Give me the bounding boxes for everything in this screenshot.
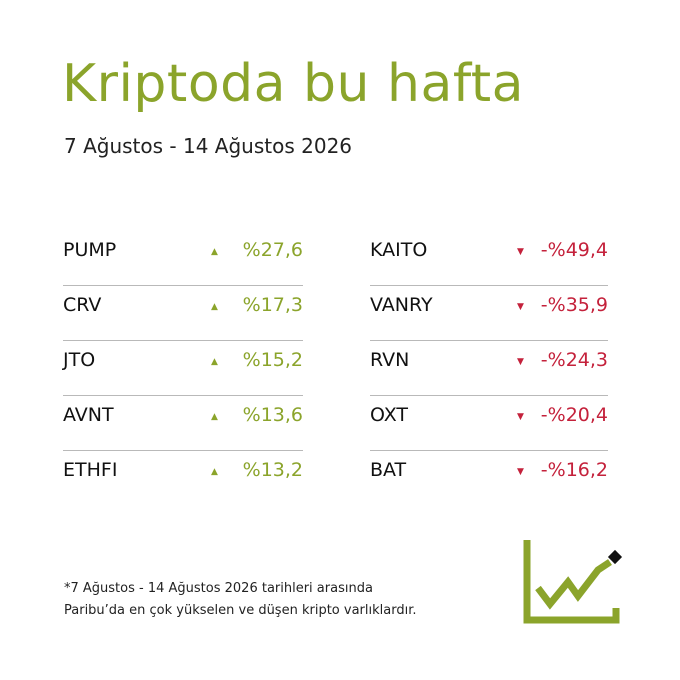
list-row: AVNT ▲ %13,6 bbox=[63, 396, 303, 451]
trend-arrow: ▲ bbox=[211, 412, 218, 422]
chart-icon bbox=[523, 540, 623, 624]
ticker: CRV bbox=[63, 294, 102, 316]
change: %15,2 bbox=[242, 349, 303, 371]
ticker: AVNT bbox=[63, 404, 114, 426]
change: %13,2 bbox=[242, 459, 303, 481]
subtitle: 7 Ağustos - 14 Ağustos 2026 bbox=[64, 134, 353, 158]
ticker: JTO bbox=[63, 349, 96, 371]
list-row: PUMP ▲ %27,6 bbox=[63, 231, 303, 286]
list-row: RVN ▼ -%24,3 bbox=[370, 341, 608, 396]
footnote: *7 Ağustos - 14 Ağustos 2026 tarihleri a… bbox=[64, 578, 416, 622]
change: -%20,4 bbox=[540, 404, 608, 426]
list-row: CRV ▲ %17,3 bbox=[63, 286, 303, 341]
title: Kriptoda bu hafta bbox=[62, 54, 525, 114]
trend-arrow: ▲ bbox=[211, 467, 218, 477]
change: -%16,2 bbox=[540, 459, 608, 481]
change: %13,6 bbox=[242, 404, 303, 426]
change: %17,3 bbox=[242, 294, 303, 316]
change: -%49,4 bbox=[540, 239, 608, 261]
ticker: RVN bbox=[370, 349, 410, 371]
trend-arrow: ▲ bbox=[211, 357, 218, 367]
list-row: ETHFI ▲ %13,2 bbox=[63, 451, 303, 506]
list-row: KAITO ▼ -%49,4 bbox=[370, 231, 608, 286]
change: %27,6 bbox=[242, 239, 303, 261]
change: -%24,3 bbox=[540, 349, 608, 371]
trend-arrow: ▼ bbox=[517, 467, 524, 477]
ticker: VANRY bbox=[370, 294, 433, 316]
trend-arrow: ▼ bbox=[517, 412, 524, 422]
footnote-line: *7 Ağustos - 14 Ağustos 2026 tarihleri a… bbox=[64, 581, 373, 596]
ticker: ETHFI bbox=[63, 459, 118, 481]
list-row: BAT ▼ -%16,2 bbox=[370, 451, 608, 506]
trend-arrow: ▲ bbox=[211, 247, 218, 257]
trend-arrow: ▼ bbox=[517, 357, 524, 367]
footnote-line: Paribu’da en çok yükselen ve düşen kript… bbox=[64, 603, 417, 618]
list-row: OXT ▼ -%20,4 bbox=[370, 396, 608, 451]
trend-arrow: ▼ bbox=[517, 247, 524, 257]
list-row: JTO ▲ %15,2 bbox=[63, 341, 303, 396]
ticker: BAT bbox=[370, 459, 407, 481]
ticker: PUMP bbox=[63, 239, 117, 261]
list-row: VANRY ▼ -%35,9 bbox=[370, 286, 608, 341]
ticker: OXT bbox=[370, 404, 409, 426]
change: -%35,9 bbox=[540, 294, 608, 316]
trend-arrow: ▼ bbox=[517, 302, 524, 312]
ticker: KAITO bbox=[370, 239, 428, 261]
trend-arrow: ▲ bbox=[211, 302, 218, 312]
